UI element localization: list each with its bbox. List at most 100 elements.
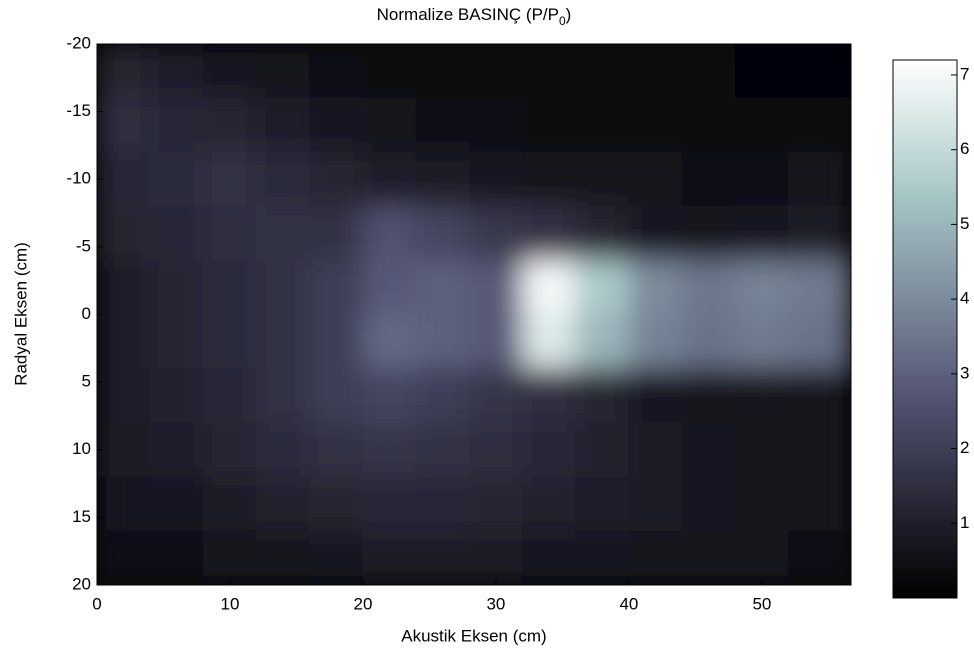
- heatmap-cell: [202, 530, 258, 585]
- heatmap-cell: [787, 422, 851, 478]
- heatmap-cell: [681, 422, 736, 478]
- heatmap-cell: [202, 368, 258, 424]
- heatmap-cell: [522, 422, 577, 478]
- heatmap-cell: [309, 44, 364, 99]
- heatmap-cell: [522, 259, 577, 315]
- heatmap-cell: [97, 530, 151, 585]
- heatmap-cell: [628, 530, 683, 585]
- heatmap-cell: [575, 422, 630, 478]
- heatmap-cell: [628, 97, 683, 153]
- heatmap-cell: [628, 151, 683, 207]
- heatmap-cell: [415, 259, 470, 315]
- heatmap-cell: [362, 151, 417, 207]
- colorbar-tick-label: 3: [960, 363, 969, 382]
- heatmap-cell: [681, 259, 736, 315]
- heatmap-cell: [681, 151, 736, 207]
- colorbar-tick-label: 7: [960, 64, 969, 83]
- heatmap-cell: [256, 368, 311, 424]
- heatmap-cell: [575, 205, 630, 261]
- x-tick-label: 20: [354, 594, 373, 613]
- heatmap-cells: [97, 44, 851, 585]
- heatmap-cell: [415, 422, 470, 478]
- heatmap-cell: [362, 97, 417, 153]
- heatmap-cell: [362, 422, 417, 478]
- heatmap-cell: [787, 476, 851, 532]
- heatmap-cell: [97, 44, 151, 99]
- heatmap-cell: [256, 44, 311, 99]
- heatmap-cell: [468, 530, 524, 585]
- y-tick-label: -10: [66, 169, 91, 188]
- heatmap-cell: [734, 259, 789, 315]
- heatmap-cell: [256, 151, 311, 207]
- colorbar-tick-label: 5: [960, 214, 969, 233]
- title-main: Normalize BASINÇ (P/P: [377, 5, 559, 24]
- heatmap-cell: [202, 44, 258, 99]
- title-subscript: 0: [559, 14, 566, 28]
- y-tick-label: 20: [72, 574, 91, 593]
- heatmap-cell: [628, 314, 683, 370]
- heatmap-cell: [415, 44, 470, 99]
- x-tick-label: 0: [92, 594, 101, 613]
- x-tick-label: 40: [619, 594, 638, 613]
- colorbar-tick-label: 4: [960, 289, 969, 308]
- heatmap-cell: [628, 44, 683, 99]
- colorbar: [892, 59, 958, 599]
- heatmap-cell: [734, 422, 789, 478]
- heatmap-cell: [787, 259, 851, 315]
- heatmap-cell: [734, 530, 789, 585]
- heatmap-cell: [149, 205, 204, 261]
- heatmap-cell: [468, 259, 524, 315]
- heatmap-cell: [415, 205, 470, 261]
- heatmap-cell: [362, 205, 417, 261]
- heatmap-cell: [309, 314, 364, 370]
- heatmap-cell: [415, 476, 470, 532]
- heatmap-cell: [522, 44, 577, 99]
- heatmap-cell: [415, 151, 470, 207]
- heatmap-cell: [309, 368, 364, 424]
- heatmap-cell: [256, 205, 311, 261]
- heatmap-cell: [362, 368, 417, 424]
- heatmap-cell: [522, 205, 577, 261]
- heatmap-cell: [522, 151, 577, 207]
- heatmap-cell: [362, 44, 417, 99]
- colorbar-tick-label: 2: [960, 438, 969, 457]
- heatmap-cell: [202, 151, 258, 207]
- heatmap-cell: [202, 97, 258, 153]
- heatmap-cell: [628, 205, 683, 261]
- heatmap-cell: [787, 314, 851, 370]
- heatmap-cell: [202, 205, 258, 261]
- heatmap-cell: [256, 530, 311, 585]
- heatmap-cell: [681, 97, 736, 153]
- heatmap-cell: [628, 476, 683, 532]
- y-tick-label: 10: [72, 439, 91, 458]
- heatmap-cell: [468, 422, 524, 478]
- heatmap-area: [97, 44, 851, 585]
- heatmap-cell: [149, 368, 204, 424]
- chart-title: Normalize BASINÇ (P/P0): [377, 5, 572, 28]
- y-tick-label: -5: [76, 236, 91, 255]
- heatmap-cell: [734, 151, 789, 207]
- heatmap-cell: [575, 97, 630, 153]
- heatmap-cell: [575, 530, 630, 585]
- heatmap-cell: [734, 97, 789, 153]
- heatmap-cell: [415, 97, 470, 153]
- title-end: ): [566, 5, 572, 24]
- heatmap-cell: [468, 44, 524, 99]
- heatmap-cell: [362, 314, 417, 370]
- heatmap-cell: [734, 205, 789, 261]
- heatmap-cell: [787, 368, 851, 424]
- heatmap-cell: [309, 97, 364, 153]
- heatmap-cell: [575, 314, 630, 370]
- heatmap-cell: [149, 97, 204, 153]
- y-tick-label: 15: [72, 507, 91, 526]
- heatmap-cell: [256, 97, 311, 153]
- heatmap-cell: [468, 97, 524, 153]
- heatmap-cell: [734, 368, 789, 424]
- heatmap-cell: [787, 44, 851, 99]
- heatmap-cell: [787, 97, 851, 153]
- heatmap-cell: [787, 205, 851, 261]
- y-tick-label: 5: [82, 372, 91, 391]
- heatmap-cell: [575, 44, 630, 99]
